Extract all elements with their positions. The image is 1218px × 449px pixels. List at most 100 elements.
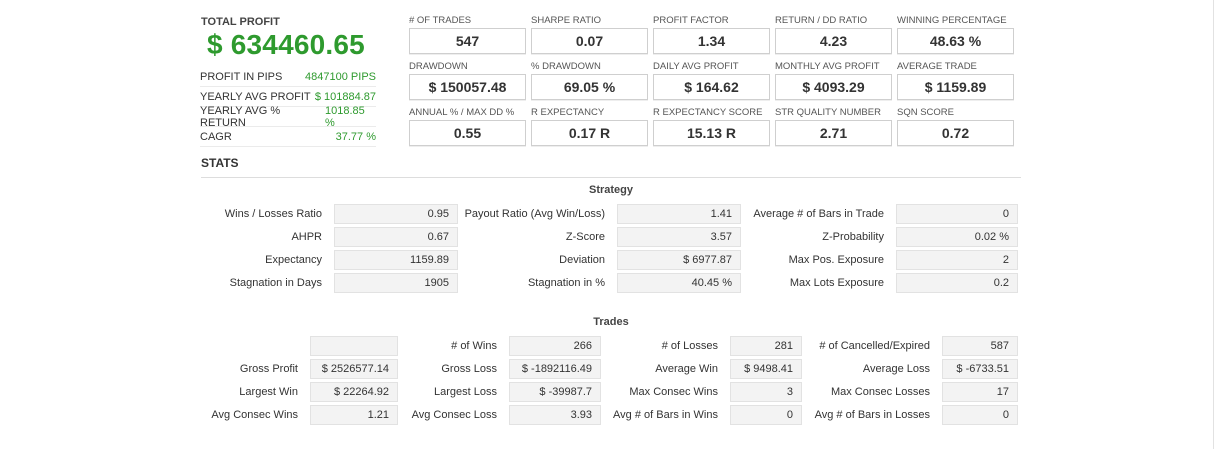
- kpi-value: 4.23: [775, 28, 892, 54]
- trades-value: 266: [509, 336, 601, 356]
- kpi-label: DRAWDOWN: [409, 61, 468, 72]
- kpi-label: DAILY AVG PROFIT: [653, 61, 739, 72]
- trades-label: Average Loss: [862, 363, 930, 375]
- summary-label: CAGR: [200, 130, 232, 143]
- summary-value: 37.77 %: [335, 130, 376, 143]
- trades-label: # of Losses: [661, 340, 718, 352]
- stats-title: STATS: [201, 156, 239, 170]
- trades-label: Avg # of Bars in Losses: [814, 409, 930, 421]
- strategy-value: 0.2: [896, 273, 1018, 293]
- kpi-sharpe-ratio: SHARPE RATIO 0.07: [531, 15, 648, 54]
- strategy-value: 0: [896, 204, 1018, 224]
- strategy-label: Z-Score: [565, 231, 605, 243]
- kpi-value: $ 1159.89: [897, 74, 1014, 100]
- trades-value: $ -1892116.49: [509, 359, 601, 379]
- strategy-label: Expectancy: [265, 254, 322, 266]
- trades-value: 3.93: [509, 405, 601, 425]
- trades-label: Largest Win: [239, 386, 298, 398]
- trades-label: Avg Consec Wins: [211, 409, 298, 421]
- trades-label: Largest Loss: [434, 386, 497, 398]
- trades-value: $ -6733.51: [942, 359, 1018, 379]
- kpi-drawdown: DRAWDOWN $ 150057.48: [409, 61, 526, 100]
- trades-label: # of Cancelled/Expired: [819, 340, 930, 352]
- strategy-label: Stagnation in Days: [229, 277, 322, 289]
- kpi-return-dd-ratio: RETURN / DD RATIO 4.23: [775, 15, 892, 54]
- kpi-pct-drawdown: % DRAWDOWN 69.05 %: [531, 61, 648, 100]
- kpi-value: 69.05 %: [531, 74, 648, 100]
- trades-value: $ 2526577.14: [310, 359, 398, 379]
- kpi-sqn-score: SQN SCORE 0.72: [897, 107, 1014, 146]
- summary-row-cagr: CAGR 37.77 %: [200, 127, 376, 147]
- strategy-value: 1.41: [617, 204, 741, 224]
- trades-value: 3: [730, 382, 802, 402]
- kpi-label: STR QUALITY NUMBER: [775, 107, 881, 118]
- kpi-label: R EXPECTANCY: [531, 107, 605, 118]
- kpi-value: 0.17 R: [531, 120, 648, 146]
- kpi-monthly-avg-profit: MONTHLY AVG PROFIT $ 4093.29: [775, 61, 892, 100]
- kpi-value: 15.13 R: [653, 120, 770, 146]
- right-border: [1213, 0, 1214, 449]
- kpi-winning-percentage: WINNING PERCENTAGE 48.63 %: [897, 15, 1014, 54]
- summary-label: YEARLY AVG % RETURN: [200, 104, 281, 129]
- kpi-label: AVERAGE TRADE: [897, 61, 977, 72]
- kpi-value: 547: [409, 28, 526, 54]
- summary-label: PROFIT IN PIPS: [200, 70, 283, 83]
- stats-divider: [201, 177, 1021, 178]
- kpi-value: 0.55: [409, 120, 526, 146]
- trades-label: Max Consec Losses: [830, 386, 930, 398]
- kpi-annual-max-dd: ANNUAL % / MAX DD % 0.55: [409, 107, 526, 146]
- kpi-label: # OF TRADES: [409, 15, 472, 26]
- kpi-value: 0.07: [531, 28, 648, 54]
- summary-value: $ 101884.87: [314, 90, 376, 103]
- strategy-value: 3.57: [617, 227, 741, 247]
- kpi-value: 1.34: [653, 28, 770, 54]
- strategy-value: 1159.89: [334, 250, 458, 270]
- trades-value: 281: [730, 336, 802, 356]
- strategy-label: Average # of Bars in Trade: [753, 208, 884, 220]
- kpi-label: PROFIT FACTOR: [653, 15, 729, 26]
- kpi-label: SQN SCORE: [897, 107, 955, 118]
- strategy-label: Z-Probability: [822, 231, 884, 243]
- strategy-title: Strategy: [588, 184, 634, 196]
- total-profit-value: $ 634460.65: [207, 29, 365, 60]
- kpi-trades: # OF TRADES 547: [409, 15, 526, 54]
- kpi-label: WINNING PERCENTAGE: [897, 15, 1007, 26]
- strategy-value: 40.45 %: [617, 273, 741, 293]
- summary-value: 1018.85 %: [325, 104, 365, 129]
- kpi-label: MONTHLY AVG PROFIT: [775, 61, 880, 72]
- trades-value: 587: [942, 336, 1018, 356]
- kpi-value: $ 164.62: [653, 74, 770, 100]
- trades-title: Trades: [593, 316, 629, 328]
- kpi-label: % DRAWDOWN: [531, 61, 601, 72]
- trades-value: 1.21: [310, 405, 398, 425]
- trades-label: Gross Profit: [239, 363, 298, 375]
- trades-value: 17: [942, 382, 1018, 402]
- trades-label: Gross Loss: [441, 363, 497, 375]
- kpi-value: $ 4093.29: [775, 74, 892, 100]
- trades-value: 0: [730, 405, 802, 425]
- strategy-value: 0.95: [334, 204, 458, 224]
- kpi-label: RETURN / DD RATIO: [775, 15, 868, 26]
- kpi-label: SHARPE RATIO: [531, 15, 602, 26]
- summary-row-yearly-avg-return: YEARLY AVG % RETURN 1018.85 %: [200, 104, 376, 129]
- trades-value: $ -39987.7: [509, 382, 601, 402]
- kpi-profit-factor: PROFIT FACTOR 1.34: [653, 15, 770, 54]
- kpi-value: $ 150057.48: [409, 74, 526, 100]
- strategy-label: Max Lots Exposure: [789, 277, 884, 289]
- kpi-value: 48.63 %: [897, 28, 1014, 54]
- summary-label: YEARLY AVG PROFIT: [200, 90, 311, 103]
- kpi-r-expectancy-score: R EXPECTANCY SCORE 15.13 R: [653, 107, 770, 146]
- kpi-value: 2.71: [775, 120, 892, 146]
- strategy-value: $ 6977.87: [617, 250, 741, 270]
- trades-label: Average Win: [655, 363, 718, 375]
- trades-label: Avg # of Bars in Wins: [613, 409, 718, 421]
- trades-label: Avg Consec Loss: [411, 409, 497, 421]
- strategy-label: Max Pos. Exposure: [788, 254, 884, 266]
- strategy-label: AHPR: [291, 231, 322, 243]
- trades-value: $ 22264.92: [310, 382, 398, 402]
- trades-label: [200, 336, 298, 356]
- trades-value: 0: [942, 405, 1018, 425]
- strategy-label: Stagnation in %: [527, 277, 605, 289]
- strategy-value: 0.02 %: [896, 227, 1018, 247]
- total-profit-label: TOTAL PROFIT: [201, 16, 280, 28]
